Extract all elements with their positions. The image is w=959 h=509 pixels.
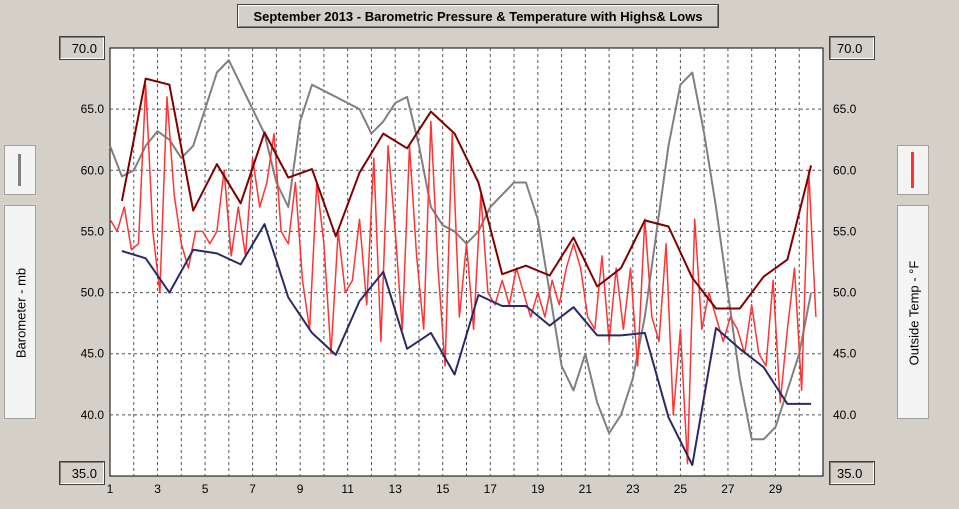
chart-title: September 2013 - Barometric Pressure & T…: [237, 4, 719, 28]
series-outside-temp-line: [109, 83, 817, 465]
y-right-tick-label: 65.0: [833, 102, 857, 116]
x-tick-label: 13: [389, 482, 403, 496]
y-left-tick-label: 65.0: [81, 102, 105, 116]
y-left-tick-label: 40.0: [81, 408, 105, 422]
x-tick-label: 29: [769, 482, 783, 496]
right-top-value: 70.0: [829, 36, 875, 60]
temp-legend-swatch-panel: [897, 145, 929, 195]
x-tick-label: 25: [674, 482, 688, 496]
x-tick-label: 11: [341, 482, 354, 496]
temp-axis-label-panel: Outside Temp - °F: [897, 205, 929, 419]
x-tick-label: 27: [721, 482, 735, 496]
right-bottom-value: 35.0: [829, 461, 875, 485]
x-tick-label: 7: [249, 482, 256, 496]
y-left-tick-label: 60.0: [81, 163, 105, 177]
series-high-line: [120, 77, 813, 310]
left-top-value: 70.0: [59, 36, 105, 60]
y-left-tick-label: 55.0: [81, 224, 105, 238]
x-tick-label: 1: [107, 482, 114, 496]
series-group: [109, 59, 817, 466]
barometer-legend-swatch-panel: [4, 145, 36, 195]
y-left-tick-labels: 40.0 45.0 50.0 55.0 60.0 65.0: [81, 102, 105, 422]
barometer-axis-label-panel: Barometer - mb: [4, 205, 36, 419]
x-tick-label: 17: [484, 482, 498, 496]
series-low-line: [121, 223, 812, 466]
y-left-tick-label: 45.0: [81, 347, 105, 361]
plot-area: [109, 47, 824, 477]
left-bottom-value: 35.0: [59, 461, 105, 485]
y-right-tick-label: 45.0: [833, 347, 857, 361]
y-left-tick-label: 50.0: [81, 286, 105, 300]
grid-lines: [110, 48, 823, 476]
x-tick-label: 3: [154, 482, 161, 496]
temp-legend-swatch: [911, 152, 914, 188]
x-tick-label: 9: [297, 482, 304, 496]
x-tick-label: 21: [579, 482, 593, 496]
y-right-tick-label: 50.0: [833, 286, 857, 300]
y-right-tick-label: 55.0: [833, 224, 857, 238]
y-right-tick-label: 60.0: [833, 163, 857, 177]
x-tick-label: 23: [626, 482, 640, 496]
x-tick-label: 15: [436, 482, 450, 496]
x-tick-label: 5: [202, 482, 209, 496]
x-tick-label: 19: [531, 482, 545, 496]
x-tick-labels: 1 3 5 7 9 11 13 15 17 19 21 23 25 27 29: [107, 482, 783, 496]
barometer-legend-swatch: [18, 154, 21, 186]
y-right-tick-labels: 40.0 45.0 50.0 55.0 60.0 65.0: [833, 102, 857, 422]
y-right-tick-label: 40.0: [833, 408, 857, 422]
series-barometer-line: [109, 59, 813, 441]
